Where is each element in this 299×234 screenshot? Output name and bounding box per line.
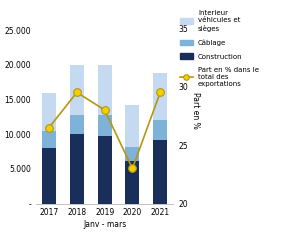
Bar: [98, 115, 112, 136]
Bar: [98, 136, 112, 204]
Bar: [42, 131, 56, 148]
Y-axis label: En MDH: En MDH: [0, 95, 1, 125]
Y-axis label: Part en %: Part en %: [191, 91, 200, 128]
Bar: [126, 147, 139, 161]
X-axis label: Janv - mars: Janv - mars: [83, 220, 126, 229]
Legend: Interieur
véhicules et
sièges, Câblage, Construction, Part en % dans le
total de: Interieur véhicules et sièges, Câblage, …: [180, 11, 259, 87]
Bar: [42, 93, 56, 131]
Bar: [70, 115, 84, 134]
Bar: [153, 73, 167, 120]
Bar: [98, 65, 112, 115]
Bar: [126, 105, 139, 147]
Bar: [153, 140, 167, 204]
Bar: [153, 120, 167, 140]
Bar: [126, 161, 139, 204]
Bar: [70, 65, 84, 115]
Bar: [42, 148, 56, 204]
Bar: [70, 134, 84, 204]
